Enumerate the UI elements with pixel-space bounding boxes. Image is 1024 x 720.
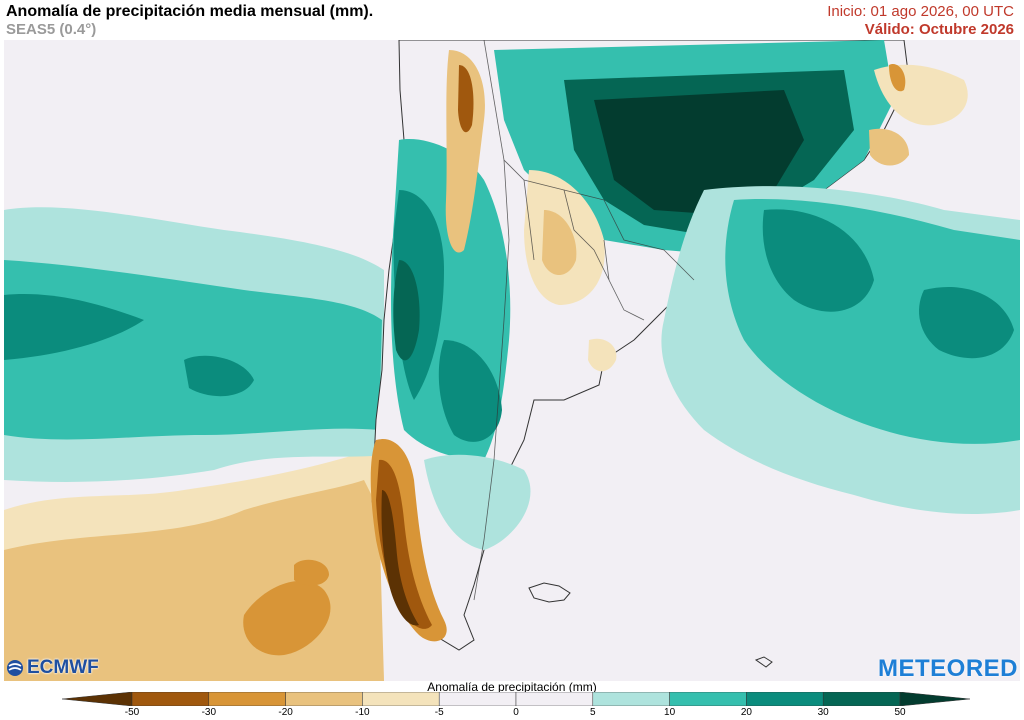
dry-region-northeast-brazil-3 <box>889 64 906 92</box>
colorbar-segment <box>285 692 363 706</box>
colorbar-segment <box>362 692 440 706</box>
dry-region-andes-north-strong <box>458 65 474 133</box>
colorbar-tick-label: -30 <box>201 707 217 718</box>
colorbar-tick-label: 10 <box>664 707 676 718</box>
colorbar-segment <box>438 692 517 706</box>
colorbar-segment <box>822 692 901 706</box>
colorbar-segment <box>669 692 747 706</box>
colorbar-arrow-right <box>899 692 970 706</box>
dry-patch-pacific-small <box>294 559 329 586</box>
map-title: Anomalía de precipitación media mensual … <box>6 3 374 20</box>
wet-region-brazil-extreme <box>594 90 804 215</box>
colorbar-ticks: -50 -30 -20 -10 -5 0 5 10 20 30 50 <box>0 707 1024 720</box>
wet-region-atlantic-strong <box>762 209 874 312</box>
precipitation-colorbar <box>62 692 970 706</box>
dry-region-northeast-brazil-2 <box>869 128 909 166</box>
dry-region-uruguay <box>588 338 617 372</box>
dry-region-patagonia-extreme <box>381 490 419 626</box>
colorbar-tick-label: 0 <box>513 707 519 718</box>
country-borders <box>473 40 695 601</box>
init-time: Inicio: 01 ago 2026, 00 UTC <box>827 3 1014 20</box>
colorbar-tick-label: 20 <box>740 707 752 718</box>
colorbar-arrow-left <box>62 692 133 706</box>
legend-title: Anomalía de precipitación (mm) <box>427 680 597 694</box>
precipitation-anomaly-map <box>4 40 1020 681</box>
colorbar-segment <box>131 692 210 706</box>
south-georgia-island <box>754 656 773 668</box>
model-subtitle: SEAS5 (0.4°) <box>6 21 97 38</box>
dry-region-andes-north <box>445 50 485 253</box>
wet-region-pacific-core <box>4 260 382 440</box>
ecmwf-logo-text: ECMWF <box>27 657 99 678</box>
colorbar-tick-label: 30 <box>817 707 829 718</box>
dry-patch-pacific-strong <box>243 580 331 656</box>
valid-period: Válido: Octubre 2026 <box>864 21 1014 38</box>
colorbar-tick-label: 5 <box>590 707 596 718</box>
wet-region-pacific-strong <box>4 294 144 360</box>
ecmwf-logo: ECMWF <box>6 657 99 679</box>
colorbar-segment <box>746 692 824 706</box>
ecmwf-logo-icon <box>7 660 23 676</box>
colorbar-tick-label: 50 <box>894 707 906 718</box>
colorbar-tick-label: -10 <box>355 707 370 718</box>
colorbar-tick-label: -50 <box>124 707 140 718</box>
wet-region-patagonia-east <box>424 454 531 550</box>
colorbar-tick-label: -5 <box>434 707 444 718</box>
wet-region-atlantic-strong-2 <box>919 286 1014 359</box>
wet-region-central-andes-extreme <box>393 260 420 361</box>
wet-region-argentina-east <box>438 340 502 442</box>
colorbar-segment <box>208 692 286 706</box>
colorbar-tick-label: -20 <box>278 707 293 718</box>
meteored-logo: METEORED <box>877 655 1018 682</box>
colorbar-segment <box>515 692 594 706</box>
colorbar-segment <box>592 692 670 706</box>
falkland-islands <box>528 582 571 603</box>
dry-region-patagonia-strong <box>376 459 432 629</box>
wet-region-pacific-strong-2 <box>184 355 254 397</box>
dry-region-argentina-north-med <box>542 210 577 275</box>
